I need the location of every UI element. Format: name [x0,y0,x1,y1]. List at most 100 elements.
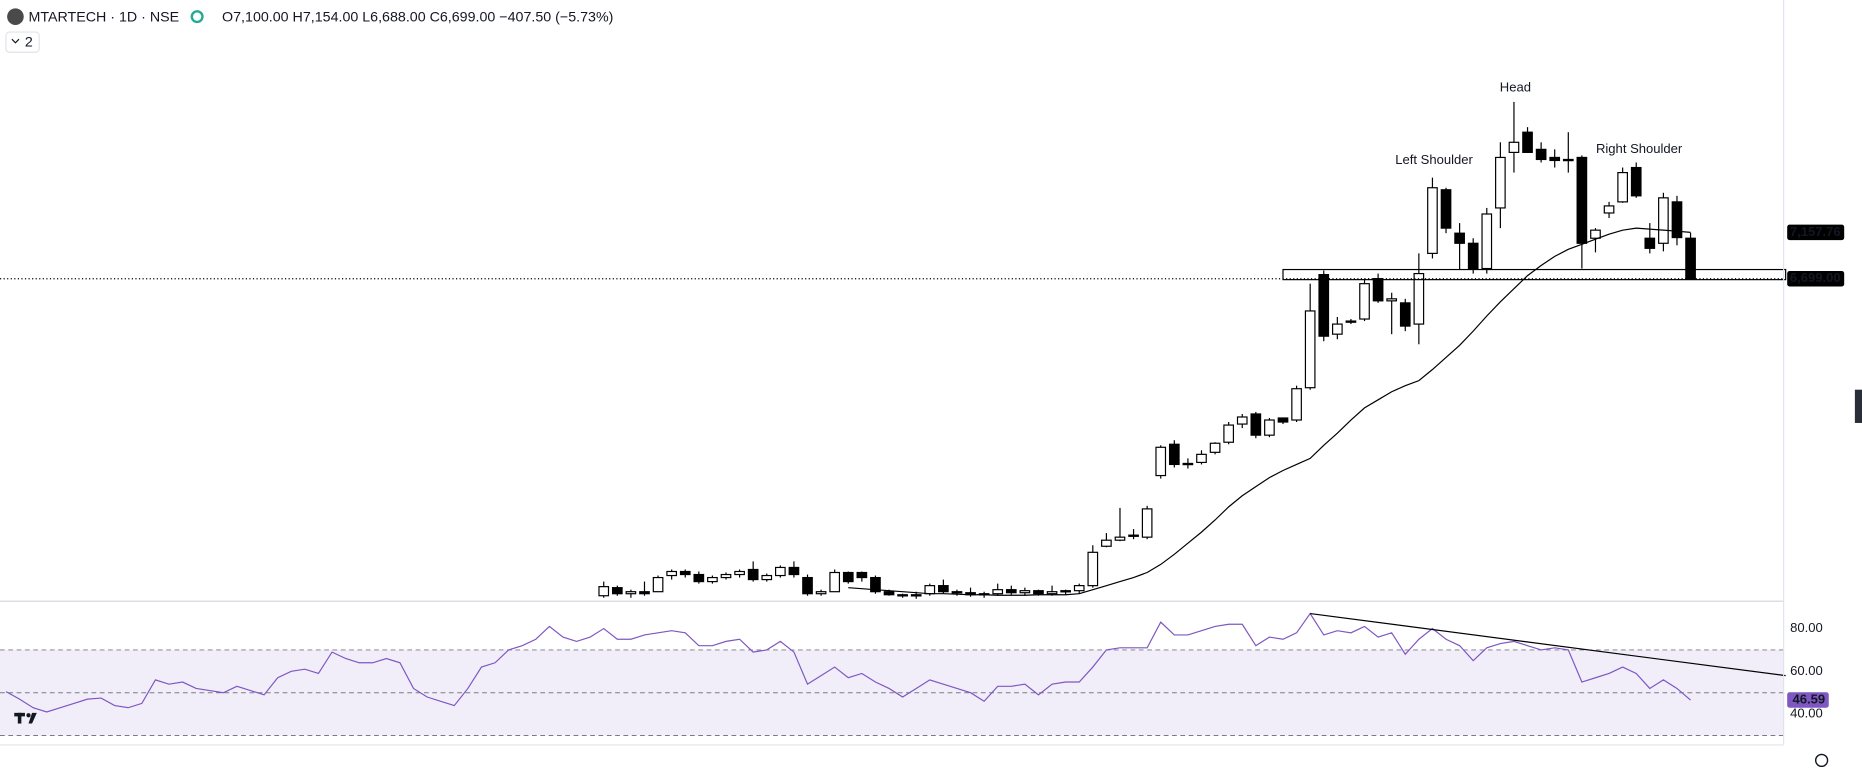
candle-body [1495,156,1506,209]
candle-body [1562,158,1574,162]
candle-body [1250,413,1262,436]
candle-body [1399,302,1411,327]
chevron [11,38,20,44]
candle-body [1427,187,1438,254]
candle-body [1277,417,1289,423]
candle-body [1033,590,1044,595]
tv-logo [14,712,37,724]
annotation: Head [1500,79,1531,94]
candle-body [1087,551,1099,587]
candle-body [1671,201,1683,239]
candle-body [1535,148,1547,161]
candle-body [1603,205,1615,214]
candle-body [1454,232,1465,244]
candle-body [1685,237,1696,280]
candle-body [598,586,610,597]
candle-body [679,570,691,576]
candle-body [652,576,664,593]
marks [0,101,1787,713]
candle-body [693,573,705,583]
candle-body [1467,242,1479,270]
candle-body [1291,388,1302,421]
indicators-toggle[interactable] [5,31,40,53]
price-label: 7,157.76 [1790,224,1841,239]
candle-body [788,566,800,576]
side-tab[interactable] [1854,389,1862,423]
candle-body [1114,536,1126,541]
candle-body [1630,166,1642,197]
candle-body [1264,419,1275,436]
candle-body [1332,323,1343,335]
candle-body [775,566,786,577]
candle-body [1359,283,1370,320]
indicators-count: 2 [25,35,33,51]
candle-body [924,585,936,595]
candle-body [1060,590,1071,593]
candle-body [761,574,773,581]
candle-body [992,589,1004,595]
candle-body [1019,590,1031,594]
candle-body [1073,585,1085,592]
candle-body [1644,237,1656,249]
settings-icon[interactable] [1814,753,1829,768]
candle-body [1386,298,1398,302]
candle-body [802,576,813,595]
candle-body [1481,213,1493,270]
rsi-line [5,612,1691,713]
rsi-value-box [1787,692,1829,708]
candle-body [1522,131,1533,153]
candle-body [1658,197,1669,244]
candle-body [639,591,650,595]
candle-body [883,591,895,596]
candle-body [1590,229,1601,239]
candle-body [1440,189,1452,229]
candle-body [1318,273,1330,337]
rsi-tick-label: 80.00 [1790,620,1823,635]
candle-body [734,570,745,576]
symbol[interactable]: MTARTECH · 1D · NSE [29,10,180,26]
candle-body [666,570,678,577]
candle-body [1128,534,1139,537]
rsi-tick-label: 60.00 [1790,663,1823,678]
candle-body [747,568,759,581]
candle-body [1209,442,1221,453]
candle-body [938,585,949,593]
price-label-box [1787,224,1845,241]
candle-body [1155,446,1167,477]
support-zone [1282,268,1787,281]
rsi-trendline [1310,612,1786,677]
rsi-value-label: 46.59 [1793,691,1826,706]
ohlc: O7,100.00 H7,154.00 L6,688.00 C6,699.00 … [222,10,613,26]
candle-body [1617,171,1628,203]
candle-body [1236,416,1248,425]
rsi-tick-label: 40.00 [1790,706,1823,721]
price-label-box [1787,271,1845,287]
candle-body [842,571,854,583]
grid [0,649,1784,736]
candle-body [1508,141,1520,153]
candle-body [1413,272,1425,325]
candle-body [1345,320,1357,323]
candle-body [951,591,963,594]
candle-body [707,576,718,583]
market-status [190,10,204,24]
candle-body [815,591,827,595]
candle-body [829,571,841,593]
candle-body [1141,508,1153,538]
candle-body [1304,310,1316,389]
moving-average [848,227,1691,596]
candle-body [625,591,637,595]
price-label: 6,699.00 [1790,270,1841,285]
labels: 7,157.76 6,699.00 40.00 60.00 80.00 46.59 [1787,224,1845,721]
annotation: Left Shoulder [1395,152,1473,167]
candle-body [870,576,881,593]
candle-body [1549,156,1561,162]
candle-body [910,594,922,597]
candle-body [1101,539,1112,547]
symbol-icon [7,8,24,25]
candle-body [720,573,732,579]
candle-body [1046,591,1058,595]
